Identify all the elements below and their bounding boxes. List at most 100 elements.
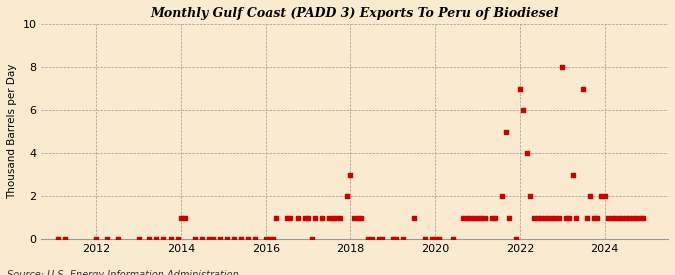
Point xyxy=(281,216,292,220)
Point xyxy=(529,216,539,220)
Point xyxy=(373,237,384,242)
Point xyxy=(433,237,444,242)
Point xyxy=(634,216,645,220)
Point xyxy=(546,216,557,220)
Point xyxy=(462,216,472,220)
Point xyxy=(620,216,631,220)
Point xyxy=(430,237,441,242)
Point xyxy=(377,237,387,242)
Point xyxy=(215,237,225,242)
Point xyxy=(52,237,63,242)
Point xyxy=(589,216,599,220)
Point xyxy=(504,216,514,220)
Point xyxy=(299,216,310,220)
Point xyxy=(592,216,603,220)
Point xyxy=(638,216,649,220)
Point xyxy=(627,216,638,220)
Point xyxy=(532,216,543,220)
Point xyxy=(610,216,620,220)
Point xyxy=(335,216,346,220)
Point xyxy=(236,237,246,242)
Point xyxy=(624,216,634,220)
Point xyxy=(342,194,352,199)
Point xyxy=(448,237,458,242)
Point xyxy=(581,216,592,220)
Point xyxy=(250,237,261,242)
Point xyxy=(144,237,155,242)
Point xyxy=(486,216,497,220)
Point xyxy=(112,237,123,242)
Point xyxy=(345,173,356,177)
Point xyxy=(518,108,529,112)
Point xyxy=(331,216,342,220)
Point xyxy=(514,86,525,91)
Point xyxy=(352,216,363,220)
Point xyxy=(158,237,169,242)
Point xyxy=(134,237,144,242)
Point xyxy=(302,216,313,220)
Point xyxy=(490,216,501,220)
Point xyxy=(356,216,367,220)
Point xyxy=(292,216,303,220)
Point xyxy=(465,216,476,220)
Title: Monthly Gulf Coast (PADD 3) Exports To Peru of Biodiesel: Monthly Gulf Coast (PADD 3) Exports To P… xyxy=(151,7,559,20)
Point xyxy=(362,237,373,242)
Point xyxy=(497,194,508,199)
Point xyxy=(578,86,589,91)
Point xyxy=(176,216,186,220)
Point xyxy=(560,216,571,220)
Point xyxy=(243,237,254,242)
Point xyxy=(221,237,232,242)
Point xyxy=(179,216,190,220)
Point xyxy=(261,237,271,242)
Point xyxy=(536,216,547,220)
Point xyxy=(165,237,176,242)
Point xyxy=(595,194,606,199)
Point xyxy=(348,216,359,220)
Point xyxy=(564,216,574,220)
Point xyxy=(476,216,487,220)
Point xyxy=(571,216,582,220)
Point xyxy=(398,237,409,242)
Point xyxy=(557,65,568,69)
Point xyxy=(543,216,554,220)
Point xyxy=(367,237,377,242)
Point xyxy=(549,216,560,220)
Point xyxy=(617,216,628,220)
Point xyxy=(603,216,614,220)
Point xyxy=(204,237,215,242)
Point xyxy=(426,237,437,242)
Point xyxy=(327,216,338,220)
Point xyxy=(172,237,183,242)
Point xyxy=(479,216,490,220)
Point xyxy=(606,216,617,220)
Point xyxy=(310,216,321,220)
Point xyxy=(207,237,218,242)
Point xyxy=(306,237,317,242)
Point xyxy=(91,237,102,242)
Point xyxy=(539,216,550,220)
Point xyxy=(229,237,240,242)
Point xyxy=(500,130,511,134)
Text: Source: U.S. Energy Information Administration: Source: U.S. Energy Information Administ… xyxy=(7,271,238,275)
Point xyxy=(511,237,522,242)
Point xyxy=(525,194,536,199)
Point xyxy=(458,216,469,220)
Point xyxy=(197,237,208,242)
Point xyxy=(631,216,642,220)
Point xyxy=(317,216,327,220)
Point xyxy=(391,237,402,242)
Point xyxy=(408,216,419,220)
Point xyxy=(267,237,278,242)
Point xyxy=(599,194,610,199)
Point xyxy=(151,237,162,242)
Point xyxy=(324,216,335,220)
Point xyxy=(472,216,483,220)
Point xyxy=(59,237,70,242)
Point xyxy=(468,216,479,220)
Point xyxy=(102,237,113,242)
Point xyxy=(190,237,200,242)
Point xyxy=(271,216,281,220)
Point xyxy=(585,194,596,199)
Point xyxy=(568,173,578,177)
